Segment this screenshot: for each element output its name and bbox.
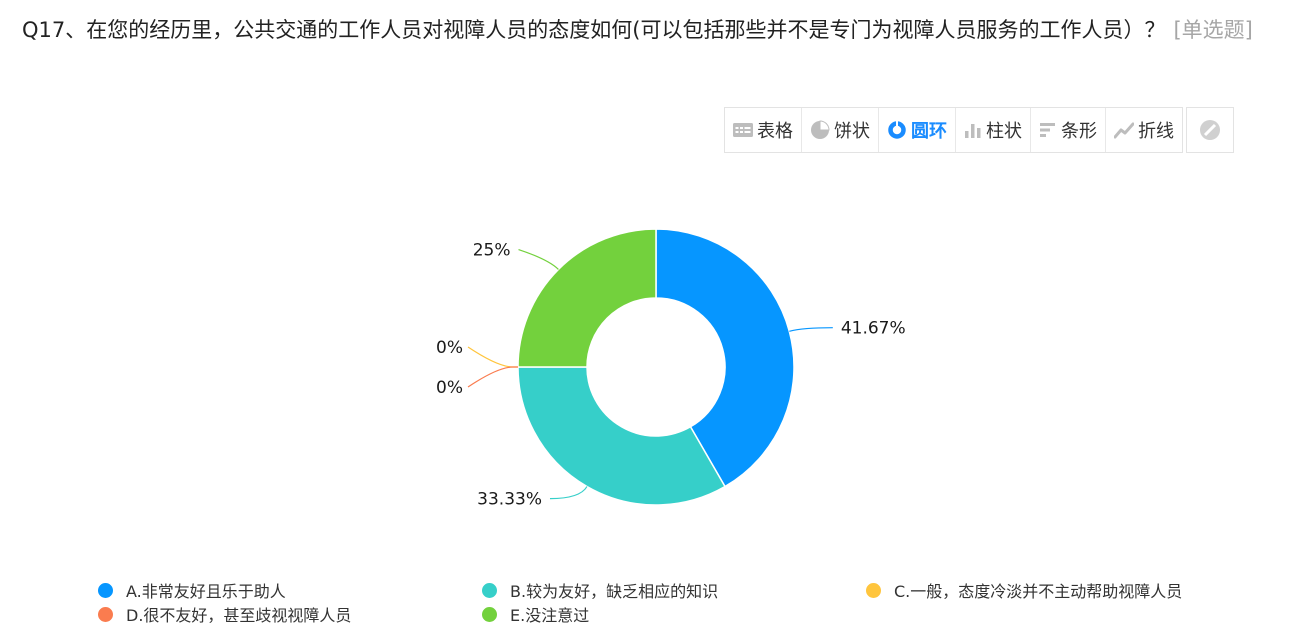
- legend-item-a[interactable]: A.非常友好且乐于助人: [98, 578, 286, 602]
- question-type: [单选题]: [1173, 18, 1253, 42]
- pie-icon: [811, 120, 830, 139]
- label-line-b: [549, 486, 588, 500]
- table-view-label: 表格: [757, 121, 793, 142]
- donut-slice-e[interactable]: [517, 228, 657, 368]
- donut-slice-a[interactable]: [655, 228, 795, 488]
- bar-view-label: 柱状: [986, 121, 1022, 142]
- legend-label: B.较为友好，缺乏相应的知识: [510, 582, 719, 601]
- bar-view-button[interactable]: 柱状: [956, 108, 1031, 152]
- hbar-view-label: 条形: [1061, 121, 1097, 142]
- label-line-d: [467, 366, 518, 388]
- legend-dot: [482, 606, 497, 622]
- legend-label: E.没注意过: [510, 606, 590, 625]
- data-label-d: 0%: [436, 378, 463, 398]
- data-label-c: 0%: [436, 338, 463, 358]
- legend-dot: [98, 606, 113, 622]
- legend-label: C.一般，态度冷淡并不主动帮助视障人员: [894, 582, 1183, 601]
- chart-type-group: 表格 饼状 圆环 柱状: [724, 107, 1183, 153]
- legend-dot: [482, 582, 497, 598]
- legend-item-b[interactable]: B.较为友好，缺乏相应的知识: [482, 578, 718, 602]
- legend-dot: [98, 582, 113, 598]
- horizontal-bar-icon: [1040, 123, 1055, 137]
- data-label-a: 41.67%: [841, 319, 906, 339]
- legend-item-d[interactable]: D.很不友好，甚至歧视视障人员: [98, 602, 351, 626]
- line-chart-icon: [1114, 122, 1134, 139]
- label-line-e: [518, 248, 559, 270]
- question-title: Q17、在您的经历里，公共交通的工作人员对视障人员的态度如何(可以包括那些并不是…: [22, 14, 1272, 46]
- donut-view-button[interactable]: 圆环: [879, 108, 956, 152]
- bar-chart-icon: [965, 124, 981, 138]
- legend-item-c[interactable]: C.一般，态度冷淡并不主动帮助视障人员: [866, 578, 1182, 602]
- line-view-button[interactable]: 折线: [1106, 108, 1182, 152]
- hbar-view-button[interactable]: 条形: [1031, 108, 1106, 152]
- legend-item-e[interactable]: E.没注意过: [482, 602, 589, 626]
- legend-dot: [866, 582, 881, 598]
- pie-view-label: 饼状: [834, 121, 870, 142]
- donut-icon: [888, 121, 906, 139]
- label-line-a: [789, 327, 833, 332]
- data-label-e: 25%: [473, 241, 511, 261]
- legend-label: D.很不友好，甚至歧视视障人员: [126, 606, 352, 625]
- pie-view-button[interactable]: 饼状: [802, 108, 879, 152]
- donut-slice-b[interactable]: [517, 366, 726, 506]
- hide-icon: [1200, 120, 1220, 140]
- chart-type-toolbar: 表格 饼状 圆环 柱状: [724, 107, 1234, 153]
- data-label-b: 33.33%: [477, 490, 542, 510]
- hide-chart-button[interactable]: [1187, 108, 1233, 152]
- table-icon: [733, 123, 753, 137]
- table-view-button[interactable]: 表格: [725, 108, 802, 152]
- donut-chart: 41.67% 33.33% 0% 0% 25%: [436, 228, 906, 510]
- legend-label: A.非常友好且乐于助人: [126, 582, 286, 601]
- question-text: Q17、在您的经历里，公共交通的工作人员对视障人员的态度如何(可以包括那些并不是…: [22, 18, 1166, 42]
- line-view-label: 折线: [1138, 121, 1174, 142]
- hide-group: [1186, 107, 1234, 153]
- donut-view-label: 圆环: [911, 121, 947, 142]
- label-line-c: [467, 346, 518, 368]
